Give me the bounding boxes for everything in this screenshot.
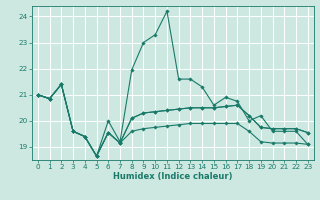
X-axis label: Humidex (Indice chaleur): Humidex (Indice chaleur) [113,172,233,181]
